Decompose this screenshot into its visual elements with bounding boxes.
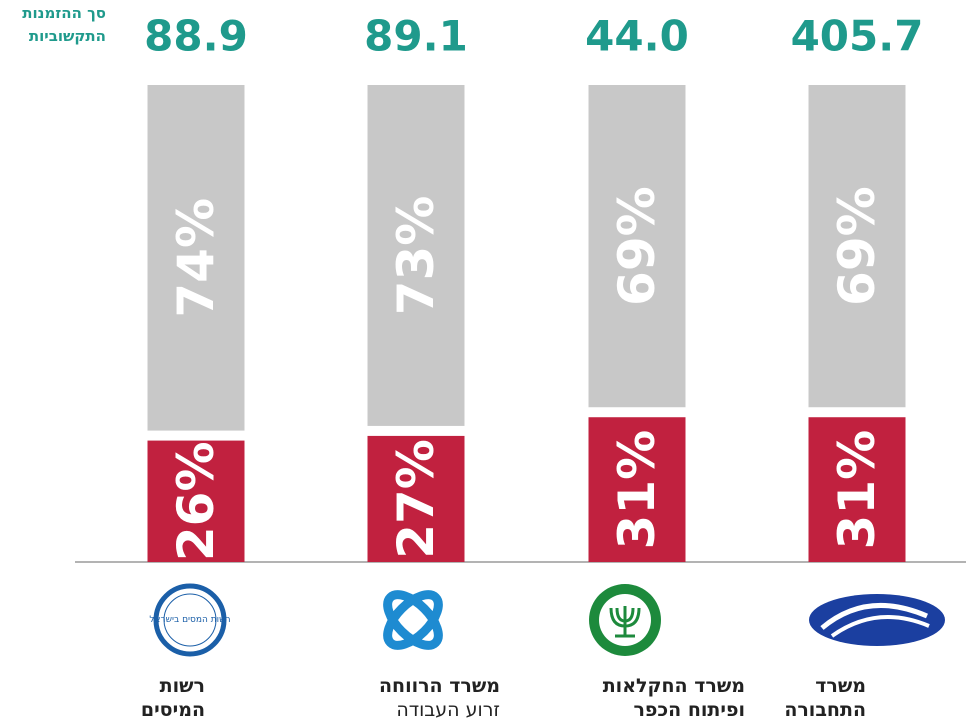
bar-segment bbox=[588, 85, 686, 408]
logo-tax bbox=[153, 583, 227, 657]
value-label: 69% bbox=[608, 186, 666, 306]
value-label: 31% bbox=[608, 430, 666, 550]
value-label: 26% bbox=[167, 441, 225, 561]
logo-welfare bbox=[383, 590, 443, 650]
category-name: משרד הרווחה bbox=[378, 675, 500, 697]
value-label: 27% bbox=[387, 439, 445, 559]
category-label: משרד החקלאות ופיתוח הכפר bbox=[580, 674, 745, 722]
total-label: 88.9 bbox=[144, 12, 248, 61]
bar-segment bbox=[808, 85, 906, 408]
bar-segment bbox=[588, 417, 686, 562]
logo-transport bbox=[809, 594, 945, 646]
value-label: 31% bbox=[828, 430, 886, 550]
category-label: משרד התחבורה bbox=[784, 674, 866, 722]
bar-segment bbox=[367, 85, 465, 426]
value-label: 69% bbox=[828, 186, 886, 306]
bar-segment bbox=[147, 85, 245, 431]
total-label: 44.0 bbox=[585, 12, 689, 61]
category-name: רשות המיסים bbox=[140, 675, 205, 721]
category-name: משרד התחבורה bbox=[784, 675, 866, 721]
category-note: זרוע העבודה bbox=[396, 699, 500, 721]
value-label: 73% bbox=[387, 196, 445, 316]
bar-segment bbox=[808, 417, 906, 562]
logo-agriculture bbox=[589, 584, 661, 656]
total-label: 405.7 bbox=[791, 12, 924, 61]
header-label: סך ההזמנות התקשוביות bbox=[22, 4, 106, 45]
value-label: 74% bbox=[167, 198, 225, 318]
logo-text: רשות המסים בישראל bbox=[149, 615, 230, 625]
bar-segment bbox=[147, 440, 245, 562]
total-label: 89.1 bbox=[364, 12, 468, 61]
category-label: רשות המיסים bbox=[133, 674, 205, 722]
category-name: משרד החקלאות ופיתוח הכפר bbox=[602, 675, 745, 721]
bar-segment bbox=[367, 435, 465, 562]
category-label: משרד הרווחה זרוע העבודה bbox=[350, 674, 500, 722]
